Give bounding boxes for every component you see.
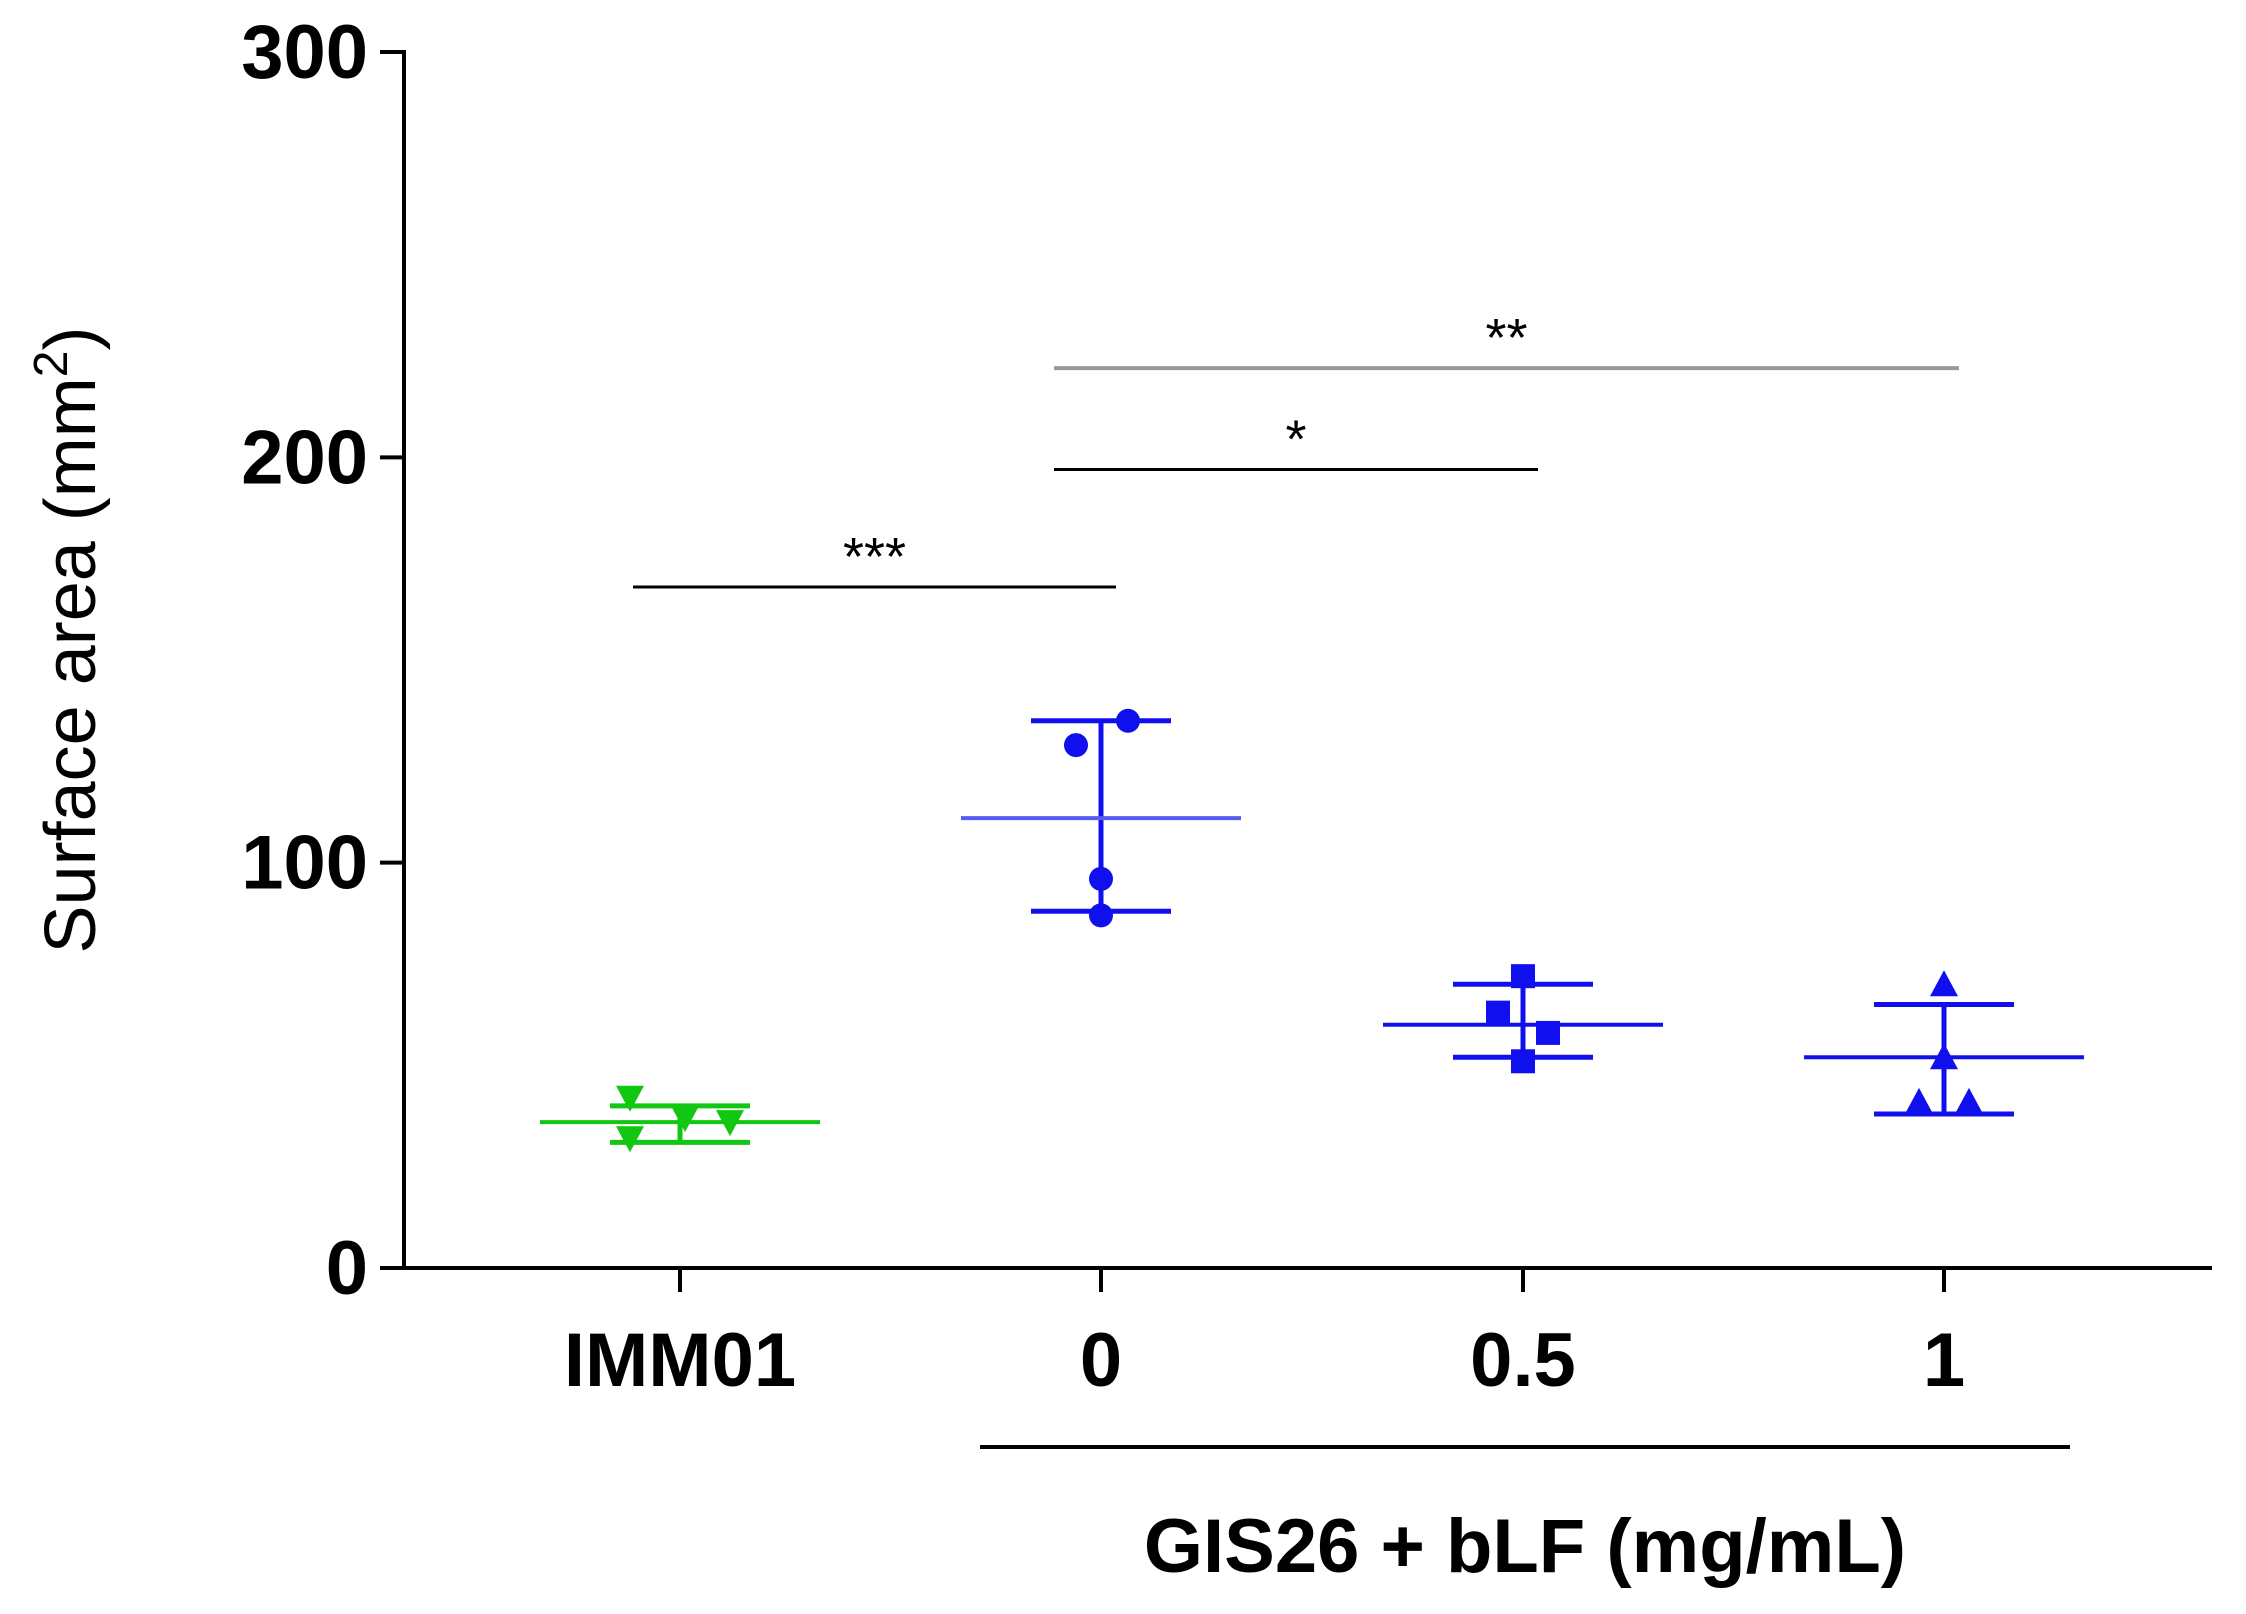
data-point-0 [1089, 866, 1113, 891]
significance-label: *** [843, 527, 906, 587]
data-point-IMM01 [716, 1110, 744, 1137]
y-tick-label: 0 [326, 1226, 368, 1311]
data-point-0.5 [1486, 1000, 1510, 1025]
significance-label: * [1285, 409, 1306, 469]
data-point-0 [1116, 708, 1140, 733]
data-point-1 [1905, 1087, 1933, 1114]
data-point-IMM01 [616, 1126, 644, 1153]
x-tick-label: IMM01 [564, 1318, 796, 1403]
data-point-IMM01 [616, 1085, 644, 1112]
data-point-0.5 [1511, 1049, 1535, 1074]
data-point-1 [1930, 970, 1958, 997]
data-point-0 [1089, 903, 1113, 928]
y-axis-title: Surface area (mm2) [25, 327, 111, 954]
axes: 0 100 200 300 IMM01 0 0.5 1 [241, 10, 2212, 1403]
data-point-0.5 [1511, 964, 1535, 989]
x-tick-label: 0.5 [1470, 1318, 1576, 1403]
group-label: GIS26 + bLF (mg/mL) [1144, 1504, 1906, 1589]
data-series [540, 708, 2084, 1153]
data-point-IMM01 [671, 1106, 699, 1133]
x-tick-label: 1 [1923, 1318, 1965, 1403]
data-point-0 [1064, 733, 1088, 758]
data-point-1 [1955, 1087, 1983, 1114]
data-point-1 [1930, 1043, 1958, 1070]
significance-label: ** [1485, 308, 1527, 368]
significance-brackets: ****** [633, 308, 1959, 589]
data-point-0.5 [1536, 1020, 1560, 1045]
y-tick-label: 300 [241, 10, 368, 95]
y-tick-label: 200 [241, 415, 368, 500]
y-tick-label: 100 [241, 821, 368, 906]
x-tick-label: 0 [1080, 1318, 1122, 1403]
